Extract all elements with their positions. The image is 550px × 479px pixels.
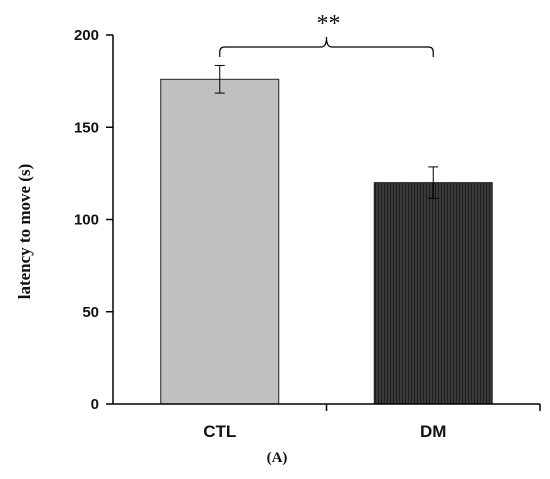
- y-tick-label: 0: [91, 396, 99, 413]
- significance-label: **: [317, 11, 341, 37]
- bar-dm: [373, 182, 493, 405]
- y-tick-label: 50: [82, 304, 99, 321]
- y-ticks-group: 0 50 100 150 200: [74, 27, 113, 413]
- bar-ctl: [160, 78, 280, 405]
- y-tick-label: 150: [74, 119, 99, 136]
- x-ticks-group: [325, 404, 541, 411]
- bars-group: [160, 78, 493, 405]
- y-axis-label: latency to move (s): [15, 164, 34, 300]
- panel-label: (A): [267, 450, 288, 466]
- significance-bracket: [219, 36, 434, 57]
- y-tick-label: 100: [74, 212, 99, 229]
- category-label-ctl: CTL: [203, 422, 236, 441]
- category-labels-group: CTL DM: [203, 422, 446, 441]
- error-bars-group: [214, 64, 439, 199]
- y-tick-label: 200: [74, 27, 99, 44]
- category-label-dm: DM: [420, 422, 446, 441]
